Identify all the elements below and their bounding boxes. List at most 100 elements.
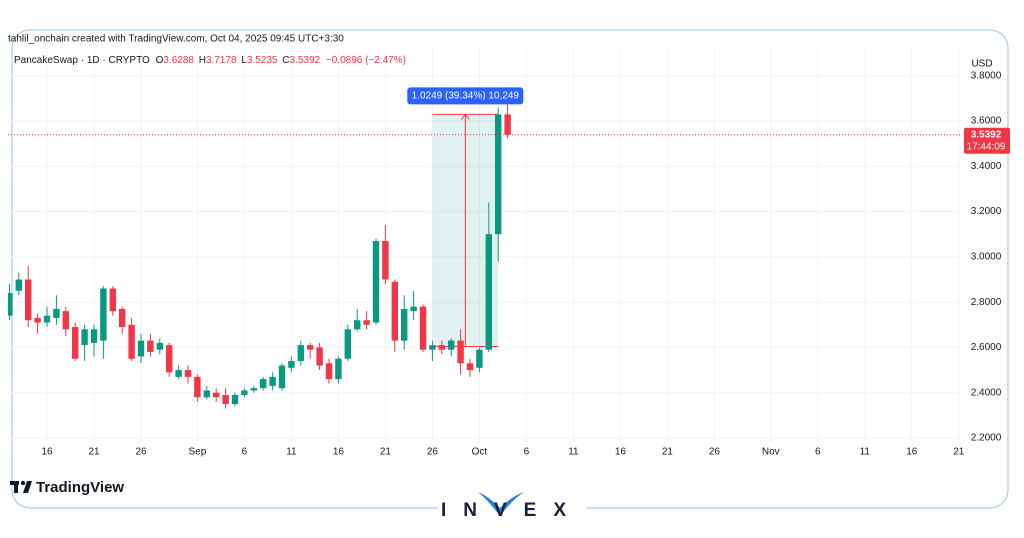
candle-body (466, 363, 474, 371)
countdown: 17:44:09 (967, 141, 1006, 152)
y-tick-label: 2.8000 (971, 297, 1002, 308)
x-tick-label: 6 (815, 447, 821, 458)
symbol-name: PancakeSwap · 1D · CRYPTO (14, 55, 150, 66)
x-tick-label: 6 (242, 447, 248, 458)
y-tick-label: 3.4000 (971, 161, 1002, 172)
candle-body (410, 306, 417, 312)
x-tick-label: 16 (615, 447, 627, 458)
candle-body (81, 329, 88, 346)
y-tick-label: 2.4000 (971, 387, 1002, 398)
y-tick-label: 2.2000 (971, 433, 1002, 444)
last-price-label: 3.5392 (971, 129, 1002, 140)
candle-body (25, 279, 32, 321)
candle-body (504, 114, 511, 135)
candle-body (372, 240, 380, 323)
brand-logo (10, 480, 32, 493)
candle-body (90, 329, 98, 343)
candle-body (184, 370, 192, 377)
x-tick-label: 21 (88, 447, 100, 458)
candle-body (401, 308, 408, 341)
ohlc-value: 3.5235 (247, 55, 278, 66)
candle-body (72, 327, 79, 359)
candle-body (344, 329, 351, 359)
candle-body (485, 234, 492, 350)
candle-body (100, 288, 107, 341)
candle-body (119, 308, 126, 328)
candle-body (15, 279, 22, 291)
x-tick-label: 16 (41, 447, 53, 458)
x-tick-label: 16 (906, 447, 918, 458)
x-tick-label: Nov (762, 447, 780, 458)
candle-body (325, 363, 333, 380)
candle-body (166, 345, 173, 373)
logo-shape (20, 480, 26, 486)
watermark-swoosh (478, 492, 524, 516)
candle-body (391, 281, 398, 341)
measure-label: 1.0249 (39.34%) 10,249 (412, 91, 520, 102)
candle-body (128, 324, 135, 359)
x-tick-label: 11 (286, 447, 297, 458)
candle-body (250, 388, 257, 391)
candle-body (175, 370, 182, 377)
branding: TradingView (36, 479, 124, 496)
candle-body (53, 308, 60, 318)
candle-body (194, 376, 201, 398)
candle-body (288, 361, 295, 368)
candle-body (457, 340, 464, 364)
change: −0.0896 (−2.47%) (326, 55, 406, 66)
y-tick-label: 3.8000 (971, 70, 1002, 81)
ohlc-value: 3.7178 (206, 55, 237, 66)
candle-body (8, 293, 13, 316)
measure-label-box (407, 87, 524, 105)
currency: USD (971, 59, 992, 70)
y-tick-label: 3.2000 (971, 206, 1002, 217)
logo-shape (14, 481, 18, 493)
last-price-box (964, 127, 1010, 154)
candle-body (137, 340, 145, 357)
candle-body (203, 390, 210, 398)
candle-body (260, 379, 267, 389)
ohlc-label: O (156, 55, 164, 66)
candle-body (269, 376, 276, 386)
candle-body (241, 390, 248, 395)
x-tick-label: 6 (524, 447, 530, 458)
candle-body (109, 288, 116, 312)
ohlc-value: 3.6288 (163, 55, 194, 66)
x-tick-label: Sep (189, 447, 207, 458)
candle-body (307, 345, 314, 350)
x-tick-label: 21 (662, 447, 674, 458)
chart-title: tahlil_onchain created with TradingView.… (8, 34, 344, 45)
candle-body (354, 320, 361, 330)
candle-body (382, 240, 389, 280)
x-tick-label: 11 (860, 447, 871, 458)
x-tick-label: Oct (472, 447, 488, 458)
candle-body (419, 306, 427, 350)
candle-body (278, 365, 286, 389)
x-tick-label: 26 (709, 447, 721, 458)
watermark: INVEX (441, 500, 583, 521)
candle-body (156, 342, 163, 350)
candle-body (213, 392, 220, 398)
candle-body (43, 315, 51, 323)
candle-body (476, 349, 483, 368)
x-tick-label: 26 (427, 447, 439, 458)
candle-body (495, 114, 502, 235)
candle-body (231, 394, 239, 405)
ohlc-label: L (241, 55, 247, 66)
candle-body (335, 358, 342, 380)
candle-body (438, 345, 445, 350)
candle-body (363, 320, 370, 325)
candle-body (429, 345, 436, 350)
plot-area (8, 94, 962, 409)
ohlc-label: H (199, 55, 206, 66)
candle-body (448, 340, 455, 350)
x-tick-label: 26 (135, 447, 147, 458)
x-tick-label: 16 (333, 447, 345, 458)
candle-body (222, 394, 229, 405)
ohlc-value: 3.5392 (290, 55, 321, 66)
ohlc-label: C (282, 55, 289, 66)
candle-body (147, 340, 154, 352)
candle-body (316, 347, 323, 366)
